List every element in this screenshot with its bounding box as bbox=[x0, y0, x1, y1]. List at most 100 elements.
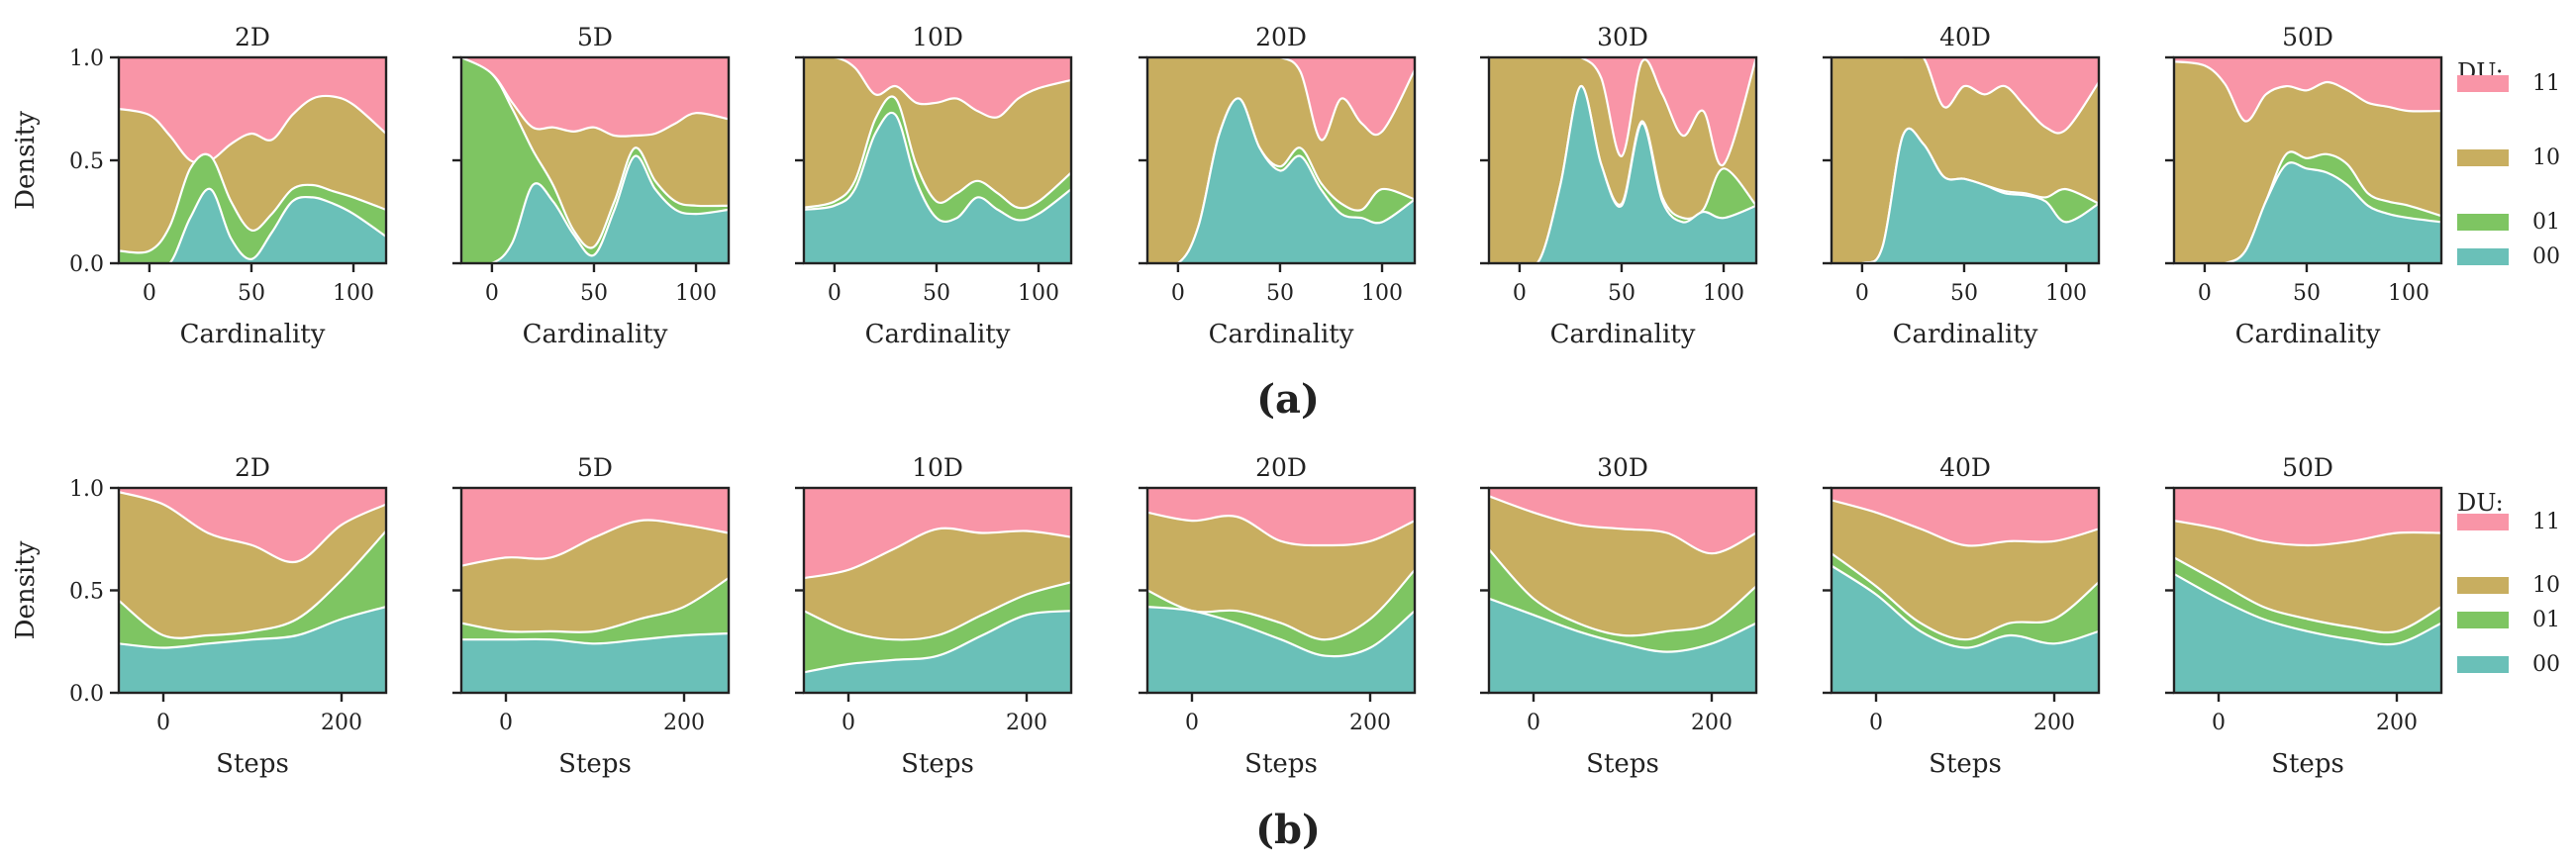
x-axis-label: Steps bbox=[1929, 749, 2002, 779]
panel-a-50D: 50D 0 50 100 Cardinality bbox=[2165, 23, 2443, 349]
legend-title: DU: bbox=[2457, 489, 2504, 517]
x-tick-label: 0 bbox=[1527, 711, 1540, 735]
x-tick-label: 0 bbox=[1171, 281, 1185, 306]
panel-title: 50D bbox=[2282, 453, 2333, 482]
x-tick-label: 50 bbox=[238, 281, 265, 306]
x-tick-label: 200 bbox=[2376, 711, 2418, 735]
x-axis-label: Steps bbox=[558, 749, 632, 779]
x-tick-label: 0 bbox=[1513, 281, 1527, 306]
panel-title: 30D bbox=[1597, 453, 1648, 482]
area-00 bbox=[461, 154, 729, 263]
panel-title: 10D bbox=[912, 23, 963, 51]
legend-swatch-00 bbox=[2457, 656, 2509, 673]
area-layers bbox=[1489, 57, 1756, 263]
area-00 bbox=[1147, 605, 1415, 693]
area-00 bbox=[804, 111, 1071, 263]
area-layers bbox=[2174, 57, 2441, 263]
x-axis-label: Steps bbox=[1244, 749, 1318, 779]
x-tick-label: 100 bbox=[2045, 281, 2087, 306]
x-tick-label: 0 bbox=[156, 711, 170, 735]
legend-swatch-01 bbox=[2457, 612, 2509, 628]
legend-label-11: 11 bbox=[2532, 71, 2560, 96]
panel-a-20D: 20D 0 50 100 Cardinality bbox=[1139, 23, 1417, 349]
panel-b-30D: 30D 0 200 Steps bbox=[1480, 453, 1758, 779]
x-tick-label: 0 bbox=[1869, 711, 1883, 735]
legend-swatch-11 bbox=[2457, 514, 2509, 530]
panel-title: 30D bbox=[1597, 23, 1648, 51]
x-axis-label: Cardinality bbox=[1550, 320, 1696, 349]
x-tick-label: 200 bbox=[1006, 711, 1047, 735]
x-tick-label: 0 bbox=[485, 281, 499, 306]
panel-title: 10D bbox=[912, 453, 963, 482]
panel-b-50D: 50D 0 200 Steps bbox=[2165, 453, 2443, 779]
row-label-a: (a) bbox=[1256, 376, 1320, 423]
y-tick-label: 0.0 bbox=[69, 682, 104, 707]
panel-title: 2D bbox=[235, 453, 270, 482]
y-axis-label: Density bbox=[11, 540, 41, 639]
legend-label-00: 00 bbox=[2532, 652, 2560, 677]
x-axis-label: Steps bbox=[2271, 749, 2344, 779]
y-tick-label: 0.0 bbox=[69, 252, 104, 277]
x-tick-label: 0 bbox=[143, 281, 156, 306]
x-tick-label: 200 bbox=[1349, 711, 1391, 735]
legend-swatch-00 bbox=[2457, 248, 2509, 265]
panel-title: 40D bbox=[1939, 453, 1991, 482]
x-tick-label: 100 bbox=[1703, 281, 1744, 306]
x-tick-label: 0 bbox=[828, 281, 842, 306]
panel-a-10D: 10D 0 50 100 Cardinality bbox=[795, 23, 1073, 349]
area-layers bbox=[2174, 488, 2441, 693]
panel-a-5D: 5D 0 50 100 Cardinality bbox=[452, 23, 731, 349]
y-tick-label: 0.5 bbox=[69, 149, 104, 174]
x-axis-label: Cardinality bbox=[180, 320, 326, 349]
x-tick-label: 100 bbox=[2388, 281, 2429, 306]
area-layers bbox=[1832, 488, 2099, 693]
area-00 bbox=[1832, 564, 2099, 693]
y-tick-label: 1.0 bbox=[69, 477, 104, 502]
legend-swatch-11 bbox=[2457, 75, 2509, 92]
legend-label-01: 01 bbox=[2532, 210, 2560, 235]
area-layers bbox=[461, 57, 729, 263]
y-axis-label: Density bbox=[11, 111, 41, 210]
x-tick-label: 200 bbox=[663, 711, 705, 735]
y-tick-label: 0.5 bbox=[69, 580, 104, 605]
x-tick-label: 0 bbox=[2198, 281, 2212, 306]
x-tick-label: 50 bbox=[1608, 281, 1635, 306]
x-tick-label: 50 bbox=[2293, 281, 2321, 306]
x-tick-label: 0 bbox=[1855, 281, 1869, 306]
area-layers bbox=[119, 488, 386, 693]
x-axis-label: Cardinality bbox=[1893, 320, 2038, 349]
area-00 bbox=[1832, 127, 2099, 263]
legend-swatch-10 bbox=[2457, 149, 2509, 166]
x-tick-label: 100 bbox=[1361, 281, 1403, 306]
area-00 bbox=[1489, 597, 1756, 693]
x-tick-label: 100 bbox=[1018, 281, 1059, 306]
x-axis-label: Cardinality bbox=[865, 320, 1011, 349]
panel-title: 2D bbox=[235, 23, 270, 51]
legend-label-10: 10 bbox=[2532, 145, 2560, 170]
x-axis-label: Cardinality bbox=[2235, 320, 2381, 349]
area-layers bbox=[1489, 488, 1756, 693]
panel-a-30D: 30D 0 50 100 Cardinality bbox=[1480, 23, 1758, 349]
panel-b-40D: 40D 0 200 Steps bbox=[1823, 453, 2101, 779]
legend-label-10: 10 bbox=[2532, 573, 2560, 598]
panel-title: 20D bbox=[1255, 23, 1307, 51]
x-tick-label: 0 bbox=[1185, 711, 1199, 735]
panel-title: 20D bbox=[1255, 453, 1307, 482]
row-label-b: (b) bbox=[1255, 807, 1321, 853]
x-axis-label: Steps bbox=[1586, 749, 1659, 779]
area-layers bbox=[461, 488, 729, 693]
x-tick-label: 50 bbox=[1950, 281, 1978, 306]
x-axis-label: Cardinality bbox=[1209, 320, 1354, 349]
x-tick-label: 100 bbox=[333, 281, 374, 306]
panel-b-10D: 10D 0 200 Steps bbox=[795, 453, 1073, 779]
legend-b: DU: 11 10 01 00 bbox=[2457, 489, 2560, 677]
panel-b-5D: 5D 0 200 Steps bbox=[452, 453, 731, 779]
x-tick-label: 50 bbox=[580, 281, 608, 306]
legend-label-00: 00 bbox=[2532, 244, 2560, 269]
x-axis-label: Steps bbox=[216, 749, 289, 779]
area-00 bbox=[804, 610, 1071, 693]
area-00 bbox=[1489, 84, 1756, 263]
area-layers bbox=[119, 57, 386, 263]
